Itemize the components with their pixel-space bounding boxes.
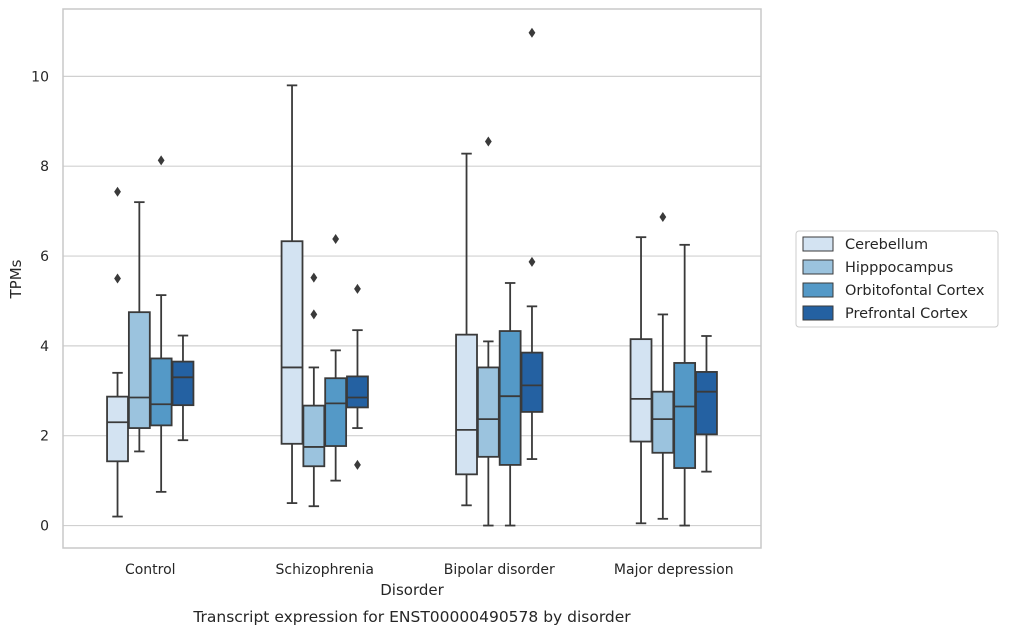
legend-frame — [795, 230, 999, 328]
legend-swatch — [802, 236, 834, 252]
legend-swatch — [802, 259, 834, 275]
outlier-point — [310, 309, 318, 320]
series-prefrontal-cortex — [171, 27, 718, 473]
x-tick-label: Major depression — [614, 562, 734, 578]
legend-label: Orbitofontal Cortex — [845, 283, 985, 299]
box-body — [695, 371, 718, 436]
outlier-point — [114, 273, 121, 284]
box-body — [346, 375, 369, 409]
box-element — [171, 334, 195, 442]
x-tick-label: Bipolar disorder — [444, 562, 555, 578]
box-element — [455, 152, 478, 507]
box-body — [149, 357, 173, 427]
plot-frame — [62, 8, 762, 549]
y-tick-labels: 0 2 4 6 8 10 — [31, 69, 49, 534]
box-element — [346, 283, 369, 470]
box-element — [280, 84, 304, 504]
outlier-point — [354, 283, 361, 294]
box-element — [106, 186, 129, 518]
y-tick-label: 4 — [40, 339, 49, 355]
chart-caption: Transcript expression for ENST0000049057… — [192, 608, 631, 626]
box-element — [127, 201, 151, 453]
box-body — [127, 311, 151, 429]
box-body — [498, 330, 522, 466]
legend-swatch — [802, 282, 834, 298]
legend: Cerebellum Hipppocampus Orbitofontal Corte… — [795, 230, 999, 328]
y-tick-label: 2 — [40, 429, 49, 445]
box-body — [106, 395, 129, 463]
outlier-point — [528, 27, 536, 38]
series-cerebellum — [106, 84, 653, 525]
outlier-point — [310, 272, 318, 283]
box-element — [324, 233, 348, 482]
box-body — [455, 333, 478, 476]
box-element — [695, 335, 718, 473]
outlier-point — [484, 136, 492, 147]
outlier-point — [528, 256, 536, 267]
x-tick-labels: Control Schizophrenia Bipolar disorder Majo… — [125, 562, 734, 578]
box-plot-series — [106, 27, 718, 527]
box-body — [280, 240, 304, 445]
legend-label: Cerebellum — [845, 237, 928, 253]
box-body — [476, 366, 500, 458]
series-orbitofontal-cortex — [149, 155, 697, 527]
legend-label: Prefrontal Cortex — [845, 306, 968, 322]
box-element — [302, 272, 326, 508]
outlier-point — [114, 186, 121, 197]
y-tick-label: 8 — [40, 159, 49, 175]
outlier-point — [659, 211, 667, 222]
x-tick-label: Schizophrenia — [276, 562, 374, 578]
outlier-point — [354, 459, 361, 470]
box-element — [629, 236, 653, 525]
outlier-point — [332, 233, 340, 244]
box-element — [520, 27, 544, 460]
box-body — [651, 390, 675, 454]
y-tick-label: 10 — [31, 69, 49, 85]
outlier-point — [157, 155, 165, 166]
box-element — [149, 155, 173, 493]
box-body — [171, 360, 195, 407]
box-element — [498, 282, 522, 527]
y-tick-label: 0 — [40, 519, 49, 535]
series-hipppocampus — [127, 136, 675, 527]
box-element — [476, 136, 500, 527]
x-tick-label: Control — [125, 562, 176, 578]
y-axis-label: TPMs — [7, 259, 25, 299]
x-axis-label: Disorder — [380, 581, 444, 599]
box-body — [302, 404, 326, 468]
box-body — [673, 362, 697, 469]
box-body — [520, 351, 544, 413]
grid-lines — [63, 75, 761, 527]
legend-label: Hipppocampus — [845, 260, 953, 276]
box-body — [629, 338, 653, 443]
y-tick-label: 6 — [40, 249, 49, 265]
box-body — [324, 377, 348, 447]
box-element — [673, 243, 697, 527]
legend-swatch — [802, 305, 834, 321]
box-element — [651, 211, 675, 520]
